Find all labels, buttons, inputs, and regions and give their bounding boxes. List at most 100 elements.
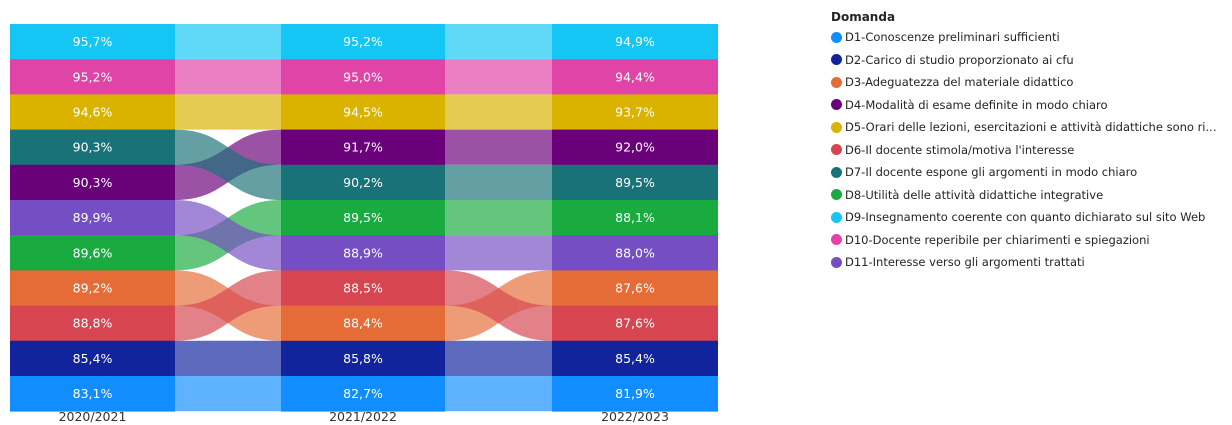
bar-d9-2[interactable] bbox=[281, 24, 445, 60]
bar-d2-2[interactable] bbox=[281, 340, 445, 377]
ribbon-d5-1[interactable] bbox=[175, 94, 281, 130]
bar-d2-1[interactable] bbox=[10, 340, 175, 377]
legend-label: D10-Docente reperibile per chiarimenti e… bbox=[845, 232, 1150, 247]
data-label-d6-2: 88,5% bbox=[343, 281, 383, 296]
bar-d5-3[interactable] bbox=[552, 94, 718, 130]
bar-d3-2[interactable] bbox=[281, 305, 445, 342]
legend-marker bbox=[831, 211, 842, 223]
legend-item-d9[interactable]: D9-Insegnamento coerente con quanto dich… bbox=[831, 206, 1231, 229]
bar-d11-1[interactable] bbox=[10, 200, 175, 236]
legend-marker bbox=[831, 121, 842, 133]
bar-d8-1[interactable] bbox=[10, 235, 175, 271]
data-label-d11-1: 89,9% bbox=[73, 210, 113, 225]
bar-d7-3[interactable] bbox=[552, 164, 718, 201]
legend-item-d8[interactable]: D8-Utilità delle attività didattiche int… bbox=[831, 184, 1231, 207]
bar-d10-1[interactable] bbox=[10, 59, 175, 95]
data-label-d6-1: 88,8% bbox=[73, 316, 113, 331]
bar-d1-3[interactable] bbox=[552, 376, 718, 412]
data-label-d3-1: 89,2% bbox=[73, 281, 113, 296]
legend-label: D6-Il docente stimola/motiva l'interesse bbox=[845, 142, 1075, 157]
legend-marker bbox=[831, 256, 842, 268]
ribbon-d8-2[interactable] bbox=[445, 200, 552, 236]
ribbon-d2-2[interactable] bbox=[445, 340, 552, 376]
data-label-d1-3: 81,9% bbox=[615, 386, 655, 401]
data-label-d5-2: 94,5% bbox=[343, 105, 383, 120]
data-label-d4-1: 90,3% bbox=[73, 175, 113, 190]
data-label-d7-2: 90,2% bbox=[343, 175, 383, 190]
bar-d11-2[interactable] bbox=[281, 235, 445, 271]
bar-d1-2[interactable] bbox=[281, 376, 445, 412]
data-label-d1-2: 82,7% bbox=[343, 386, 383, 401]
bar-d7-1[interactable] bbox=[10, 129, 175, 166]
bar-d3-3[interactable] bbox=[552, 270, 718, 306]
legend-title: Domanda bbox=[831, 10, 896, 24]
data-label-d6-3: 87,6% bbox=[615, 316, 655, 331]
bar-d11-3[interactable] bbox=[552, 235, 718, 271]
ribbon-d11-1[interactable] bbox=[175, 200, 281, 271]
bar-d8-3[interactable] bbox=[552, 200, 718, 236]
bar-d9-3[interactable] bbox=[552, 24, 718, 60]
legend-label: D11-Interesse verso gli argomenti tratta… bbox=[845, 255, 1085, 270]
bar-d6-3[interactable] bbox=[552, 305, 718, 342]
x-tick-label-3: 2022/2023 bbox=[601, 409, 669, 424]
legend-label: D1-Conoscenze preliminari sufficienti bbox=[845, 30, 1060, 45]
bar-d3-1[interactable] bbox=[10, 270, 175, 306]
legend-marker bbox=[831, 166, 842, 178]
data-label-d9-1: 95,7% bbox=[73, 34, 113, 49]
legend-item-d6[interactable]: D6-Il docente stimola/motiva l'interesse bbox=[831, 139, 1231, 162]
data-label-d8-3: 88,1% bbox=[615, 210, 655, 225]
bar-d5-1[interactable] bbox=[10, 94, 175, 130]
data-label-d11-3: 88,0% bbox=[615, 245, 655, 260]
data-label-d4-2: 91,7% bbox=[343, 140, 383, 155]
ribbon-d4-2[interactable] bbox=[445, 129, 552, 165]
bar-d10-2[interactable] bbox=[281, 59, 445, 95]
legend-marker bbox=[831, 31, 842, 43]
bar-d9-1[interactable] bbox=[10, 24, 175, 60]
ribbon-d7-2[interactable] bbox=[445, 164, 552, 200]
ribbon-d11-2[interactable] bbox=[445, 235, 552, 271]
legend-item-d2[interactable]: D2-Carico di studio proporzionato ai cfu bbox=[831, 49, 1231, 72]
bar-d2-3[interactable] bbox=[552, 340, 718, 377]
legend-label: D3-Adeguatezza del materiale didattico bbox=[845, 75, 1074, 90]
bar-d10-3[interactable] bbox=[552, 59, 718, 95]
ribbon-d7-1[interactable] bbox=[175, 129, 281, 200]
legend-item-d4[interactable]: D4-Modalità di esame definite in modo ch… bbox=[831, 94, 1231, 117]
labels-layer: 95,7% 95,2% 94,6% 90,3% 90,3% 89,9% 89,6% 89,2%… bbox=[73, 34, 655, 401]
legend-label: D2-Carico di studio proporzionato ai cfu bbox=[845, 52, 1074, 67]
ribbon-d9-1[interactable] bbox=[175, 24, 281, 60]
ribbon-d10-2[interactable] bbox=[445, 59, 552, 95]
data-label-d1-1: 83,1% bbox=[73, 386, 113, 401]
ribbon-d6-2[interactable] bbox=[445, 270, 552, 341]
legend-item-d1[interactable]: D1-Conoscenze preliminari sufficienti bbox=[831, 26, 1231, 49]
data-label-d2-3: 85,4% bbox=[615, 351, 655, 366]
ribbon-d2-1[interactable] bbox=[175, 340, 281, 376]
ribbon-d1-2[interactable] bbox=[445, 376, 552, 412]
ribbon-d5-2[interactable] bbox=[445, 94, 552, 130]
data-label-d2-2: 85,8% bbox=[343, 351, 383, 366]
bar-d4-3[interactable] bbox=[552, 129, 718, 166]
bar-d6-1[interactable] bbox=[10, 305, 175, 342]
legend-item-d3[interactable]: D3-Adeguatezza del materiale didattico bbox=[831, 71, 1231, 94]
legend-item-d10[interactable]: D10-Docente reperibile per chiarimenti e… bbox=[831, 229, 1231, 252]
bar-d4-1[interactable] bbox=[10, 164, 175, 201]
data-label-d10-3: 94,4% bbox=[615, 69, 655, 84]
data-label-d8-2: 89,5% bbox=[343, 210, 383, 225]
bar-d1-1[interactable] bbox=[10, 376, 175, 412]
legend-marker bbox=[831, 99, 842, 111]
legend-label: D5-Orari delle lezioni, esercitazioni e … bbox=[845, 120, 1217, 135]
ribbon-d6-1[interactable] bbox=[175, 270, 281, 341]
bar-d7-2[interactable] bbox=[281, 164, 445, 201]
bar-d5-2[interactable] bbox=[281, 94, 445, 130]
ribbon-d9-2[interactable] bbox=[445, 24, 552, 60]
data-label-d5-1: 94,6% bbox=[73, 105, 113, 120]
legend-marker bbox=[831, 54, 842, 66]
bar-d8-2[interactable] bbox=[281, 200, 445, 236]
ribbon-d10-1[interactable] bbox=[175, 59, 281, 95]
bar-d4-2[interactable] bbox=[281, 129, 445, 166]
legend-item-d7[interactable]: D7-Il docente espone gli argomenti in mo… bbox=[831, 161, 1231, 184]
data-label-d5-3: 93,7% bbox=[615, 105, 655, 120]
bar-d6-2[interactable] bbox=[281, 270, 445, 306]
legend-item-d5[interactable]: D5-Orari delle lezioni, esercitazioni e … bbox=[831, 116, 1231, 139]
legend-item-d11[interactable]: D11-Interesse verso gli argomenti tratta… bbox=[831, 251, 1231, 274]
ribbon-d1-1[interactable] bbox=[175, 376, 281, 412]
